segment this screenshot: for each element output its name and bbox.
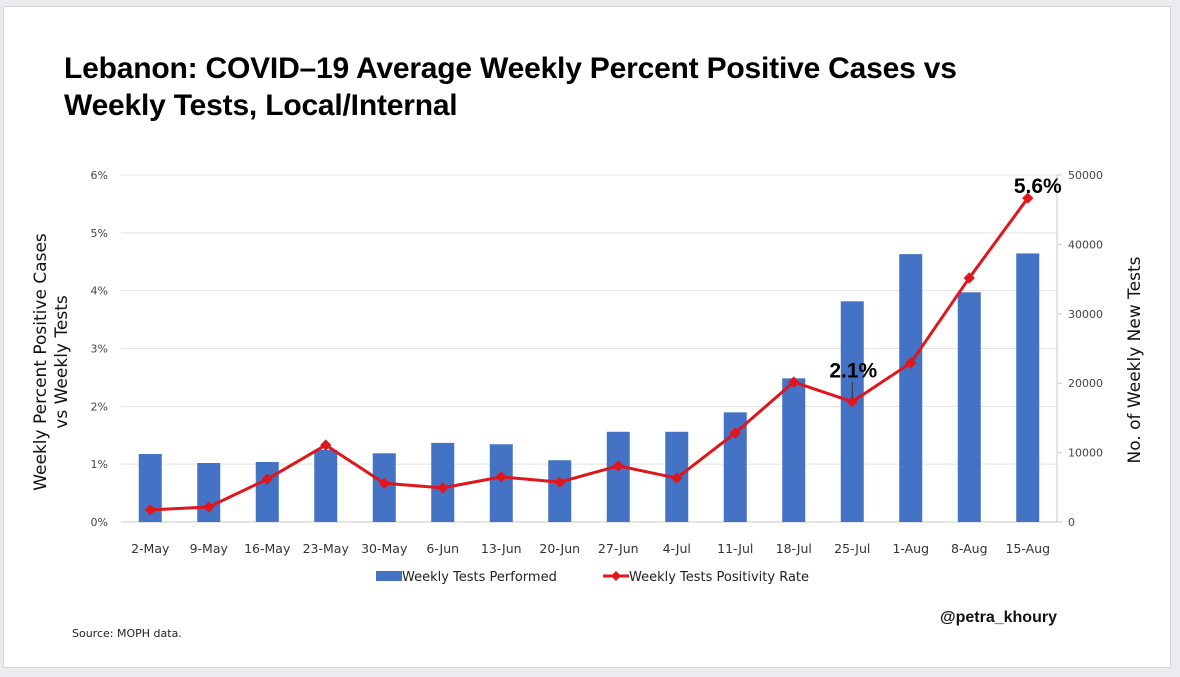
- marker-27-Jun: [612, 460, 624, 472]
- legend: Weekly Tests Performed Weekly Tests Posi…: [376, 570, 809, 585]
- bar-1-Aug: [899, 254, 923, 522]
- x-tick-label: 6-Jun: [426, 541, 459, 556]
- marker-25-Jul: [846, 396, 858, 408]
- right-tick-label: 40000: [1068, 238, 1103, 251]
- line-series: [144, 192, 1034, 516]
- axes: [1056, 174, 1062, 523]
- left-tick-label: 0%: [91, 516, 108, 529]
- right-tick-label: 10000: [1068, 447, 1103, 460]
- right-tick-label: 0: [1068, 516, 1075, 529]
- left-tick-label: 4%: [91, 285, 108, 298]
- x-tick-label: 16-May: [244, 541, 291, 556]
- x-tick-label: 20-Jun: [539, 541, 580, 556]
- left-tick-label: 3%: [91, 343, 108, 356]
- marker-13-Jun: [495, 471, 507, 483]
- marker-30-May: [378, 477, 390, 489]
- left-axis-title-line-1: Weekly Percent Positive Cases: [31, 233, 51, 491]
- marker-4-Jul: [671, 472, 683, 484]
- source-note: Source: MOPH data.: [72, 627, 182, 640]
- right-axis-title: No. of Weekly New Tests: [1125, 256, 1145, 463]
- marker-2-May: [144, 504, 156, 516]
- marker-23-May: [320, 439, 332, 451]
- marker-11-Jul: [729, 427, 741, 439]
- x-tick-label: 4-Jul: [663, 541, 691, 556]
- legend-label-bars: Weekly Tests Performed: [402, 570, 557, 585]
- bar-27-Jun: [606, 431, 630, 522]
- left-tick-label: 2%: [91, 400, 108, 413]
- left-axis-ticks: 0% 1% 2% 3% 4% 5% 6%: [91, 169, 108, 529]
- chart-title-line-2: Weekly Tests, Local/Internal: [64, 89, 458, 122]
- marker-18-Jul: [788, 376, 800, 388]
- marker-8-Aug: [963, 272, 975, 284]
- x-tick-label: 8-Aug: [951, 541, 988, 556]
- x-tick-label: 11-Jul: [717, 541, 753, 556]
- x-tick-label: 15-Aug: [1005, 541, 1050, 556]
- x-tick-label: 18-Jul: [776, 541, 812, 556]
- bar-2-May: [138, 453, 162, 522]
- annotation-label: 2.1%: [829, 360, 877, 383]
- bar-8-Aug: [957, 292, 981, 522]
- bar-23-May: [314, 449, 338, 522]
- x-tick-label: 13-Jun: [481, 541, 522, 556]
- marker-15-Aug: [1022, 192, 1034, 204]
- author-handle: @petra_khoury: [940, 609, 1057, 626]
- right-tick-label: 30000: [1068, 308, 1103, 321]
- annotation-label: 5.6%: [1014, 175, 1062, 198]
- x-tick-label: 30-May: [361, 541, 408, 556]
- bar-13-Jun: [489, 444, 513, 522]
- x-tick-label: 23-May: [303, 541, 350, 556]
- bar-18-Jul: [782, 378, 806, 522]
- legend-swatch-bars: [376, 571, 402, 581]
- left-tick-label: 1%: [91, 458, 108, 471]
- chart-title: Lebanon: COVID–19 Average Weekly Percent…: [64, 50, 1124, 124]
- left-tick-label: 6%: [91, 169, 108, 182]
- bar-9-May: [197, 463, 221, 522]
- x-tick-label: 2-May: [131, 541, 170, 556]
- right-axis-ticks: 0 10000 20000 30000 40000 50000: [1068, 169, 1103, 529]
- bar-11-Jul: [723, 412, 747, 522]
- x-tick-label: 25-Jul: [834, 541, 870, 556]
- legend-label-line: Weekly Tests Positivity Rate: [629, 570, 809, 585]
- x-tick-label: 1-Aug: [892, 541, 929, 556]
- x-axis-ticks: 2-May 9-May 16-May 23-May 30-May 6-Jun 13-Jun 2…: [131, 541, 1050, 556]
- marker-16-May: [261, 473, 273, 485]
- left-axis-title-line-2: vs Weekly Tests: [52, 295, 72, 429]
- x-tick-label: 27-Jun: [598, 541, 639, 556]
- bar-20-Jun: [548, 460, 572, 522]
- legend-swatch-marker: [611, 571, 621, 581]
- marker-6-Jun: [437, 482, 449, 494]
- annotations: 2.1% 5.6%: [829, 175, 1062, 398]
- bar-series: [138, 253, 1040, 522]
- bar-25-Jul: [840, 301, 864, 522]
- positivity-rate-line: [150, 197, 1029, 512]
- bar-15-Aug: [1016, 253, 1040, 522]
- bar-16-May: [255, 461, 279, 522]
- x-tick-label: 9-May: [190, 541, 229, 556]
- left-tick-label: 5%: [91, 227, 108, 240]
- marker-9-May: [203, 501, 215, 513]
- right-tick-label: 20000: [1068, 377, 1103, 390]
- marker-1-Aug: [905, 357, 917, 369]
- chart-title-line-1: Lebanon: COVID–19 Average Weekly Percent…: [64, 52, 957, 85]
- marker-20-Jun: [554, 476, 566, 488]
- right-tick-label: 50000: [1068, 169, 1103, 182]
